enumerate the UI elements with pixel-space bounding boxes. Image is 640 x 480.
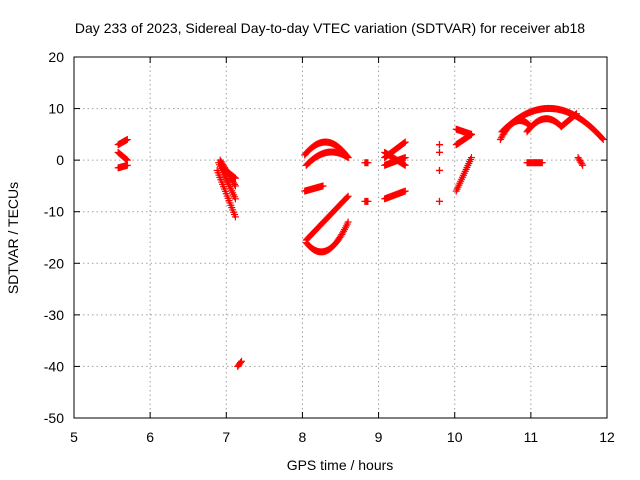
x-tick-label: 12 bbox=[599, 429, 615, 445]
data-point bbox=[238, 357, 246, 365]
data-point bbox=[122, 155, 130, 163]
data-point bbox=[364, 197, 372, 205]
x-tick-label: 5 bbox=[70, 429, 78, 445]
data-point bbox=[573, 110, 581, 118]
data-point bbox=[231, 182, 239, 190]
data-point bbox=[435, 141, 443, 149]
data-point bbox=[435, 166, 443, 174]
data-point bbox=[401, 138, 409, 146]
y-tick-label: -10 bbox=[44, 204, 64, 220]
x-tick-label: 6 bbox=[146, 429, 154, 445]
data-point bbox=[237, 359, 245, 367]
data-point bbox=[231, 180, 239, 188]
data-point bbox=[538, 159, 546, 167]
data-point bbox=[572, 110, 580, 118]
data-point bbox=[579, 161, 587, 169]
x-axis-title: GPS time / hours bbox=[287, 457, 394, 473]
grid-lines bbox=[74, 57, 607, 418]
x-tick-label: 10 bbox=[447, 429, 463, 445]
data-point bbox=[230, 173, 238, 181]
data-point bbox=[319, 182, 327, 190]
y-tick-label: -30 bbox=[44, 307, 64, 323]
x-tick-label: 9 bbox=[375, 429, 383, 445]
y-tick-label: 20 bbox=[48, 49, 64, 65]
data-point bbox=[123, 136, 131, 144]
data-point bbox=[401, 187, 409, 195]
data-point bbox=[401, 161, 409, 169]
data-point bbox=[435, 197, 443, 205]
y-tick-label: -40 bbox=[44, 358, 64, 374]
x-tick-label: 7 bbox=[222, 429, 230, 445]
data-point bbox=[467, 154, 475, 162]
data-point bbox=[400, 139, 408, 147]
y-axis: 20 10 0 -10 -20 -30 -40 -50 bbox=[44, 49, 607, 426]
data-points bbox=[114, 104, 607, 370]
data-point bbox=[578, 160, 586, 168]
data-point bbox=[344, 218, 352, 226]
data-point bbox=[231, 174, 239, 182]
data-point bbox=[467, 131, 475, 139]
data-point bbox=[344, 154, 352, 162]
data-point bbox=[343, 193, 351, 201]
y-axis-title: SDTVAR / TECUs bbox=[5, 182, 21, 294]
data-point bbox=[401, 154, 409, 162]
x-tick-label: 11 bbox=[524, 429, 539, 445]
y-tick-label: 0 bbox=[56, 152, 64, 168]
y-tick-label: -20 bbox=[44, 255, 64, 271]
data-point bbox=[598, 134, 606, 142]
x-axis: 5 6 7 8 9 10 11 12 bbox=[70, 57, 615, 445]
chart-title: Day 233 of 2023, Sidereal Day-to-day VTE… bbox=[75, 20, 585, 36]
data-point bbox=[467, 130, 475, 138]
data-point bbox=[435, 148, 443, 156]
data-point bbox=[364, 159, 372, 167]
y-tick-label: 10 bbox=[48, 101, 64, 117]
data-point bbox=[231, 195, 239, 203]
data-point bbox=[344, 192, 352, 200]
data-point bbox=[123, 161, 131, 169]
data-point bbox=[599, 136, 607, 144]
data-point bbox=[231, 213, 239, 221]
plot-frame bbox=[73, 56, 608, 419]
y-tick-label: -50 bbox=[44, 410, 64, 426]
x-tick-label: 8 bbox=[299, 429, 307, 445]
